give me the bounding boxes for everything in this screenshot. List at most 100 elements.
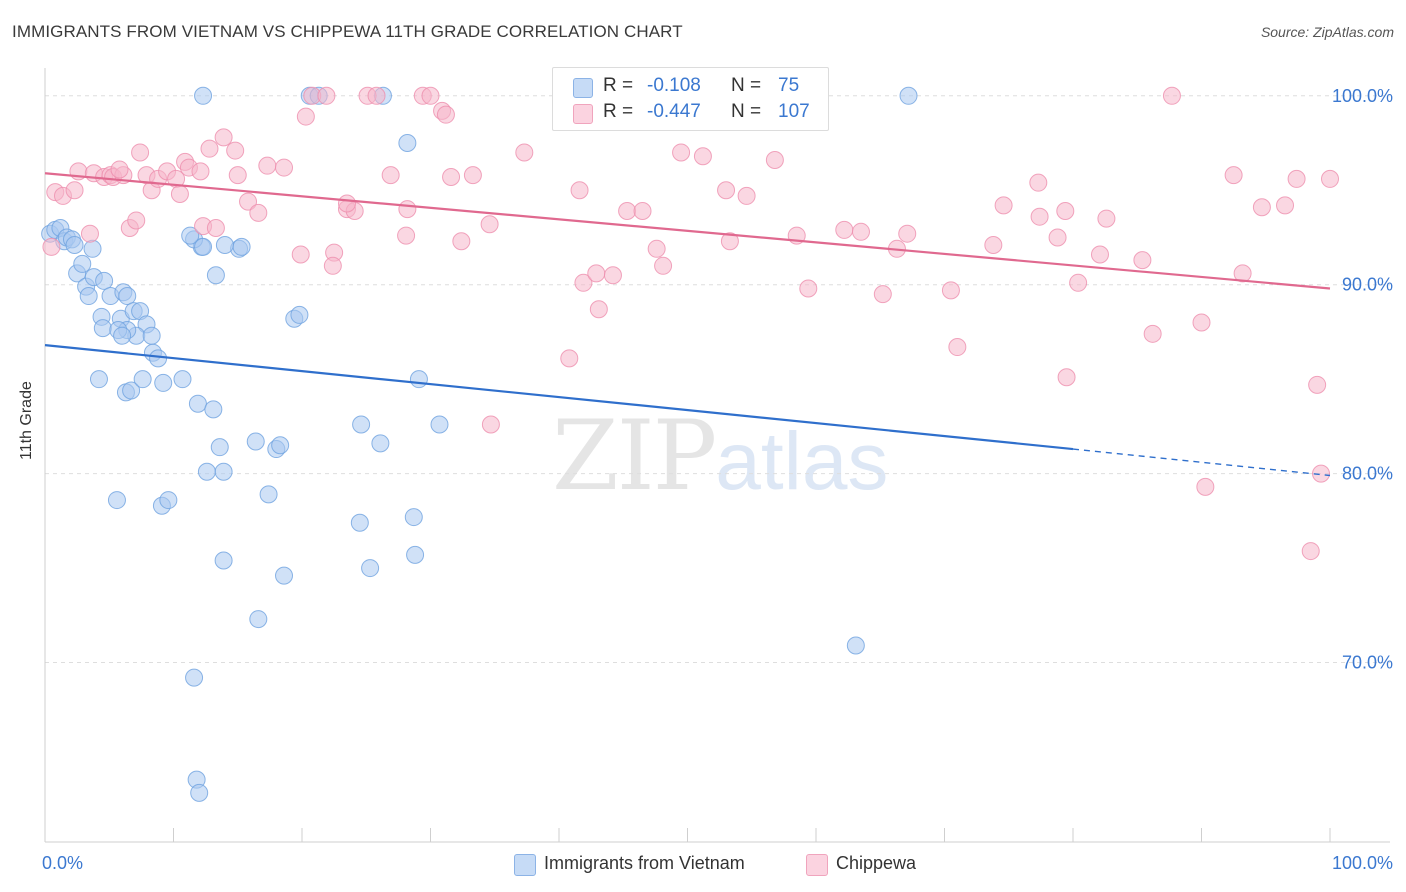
data-point-vietnam: [206, 266, 225, 285]
data-point-vietnam: [173, 370, 192, 389]
data-point-chippewa: [618, 202, 637, 221]
data-point-chippewa: [421, 86, 440, 105]
data-point-chippewa: [337, 194, 356, 213]
data-point-vietnam: [194, 86, 213, 105]
data-point-vietnam: [899, 86, 918, 105]
data-point-chippewa: [239, 192, 258, 211]
data-point-chippewa: [1029, 173, 1048, 192]
data-point-chippewa: [226, 141, 245, 160]
data-point-chippewa: [442, 168, 461, 187]
data-point-chippewa: [110, 160, 129, 179]
data-point-chippewa: [367, 86, 386, 105]
legend-n-label: N =: [731, 75, 762, 96]
data-point-chippewa: [898, 224, 917, 243]
data-point-chippewa: [131, 143, 150, 162]
data-point-chippewa: [1312, 464, 1331, 483]
legend-r-value: -0.447: [647, 101, 701, 122]
data-point-chippewa: [191, 162, 210, 181]
data-point-vietnam: [181, 226, 200, 245]
correlation-legend: R = -0.108 N = 75 R = -0.447 N = 107: [552, 67, 829, 131]
data-point-chippewa: [654, 256, 673, 275]
data-point-vietnam: [246, 432, 265, 451]
data-point-chippewa: [397, 226, 416, 245]
data-point-chippewa: [717, 181, 736, 200]
data-point-vietnam: [350, 513, 369, 532]
legend-n-label: N =: [731, 101, 762, 122]
legend-r-value: -0.108: [647, 75, 701, 96]
data-point-vietnam: [204, 400, 223, 419]
data-point-vietnam: [249, 610, 268, 629]
data-point-chippewa: [851, 222, 870, 241]
data-point-chippewa: [799, 279, 818, 298]
legend-swatch-vietnam: [573, 78, 593, 98]
data-point-chippewa: [275, 158, 294, 177]
data-point-vietnam: [197, 462, 216, 481]
legend-n-value: 75: [778, 75, 800, 96]
data-point-chippewa: [481, 415, 500, 434]
data-point-chippewa: [1196, 477, 1215, 496]
y-tick-label: 70.0%: [1342, 653, 1393, 673]
data-point-chippewa: [560, 349, 579, 368]
data-point-chippewa: [214, 128, 233, 147]
source-label: Source: ZipAtlas.com: [1260, 24, 1394, 40]
data-point-chippewa: [480, 215, 499, 234]
data-point-chippewa: [398, 200, 417, 219]
bottom-legend-swatch-chippewa: [806, 854, 828, 876]
data-point-vietnam: [133, 370, 152, 389]
data-point-vietnam: [371, 434, 390, 453]
trend-line-extension-vietnam: [1072, 448, 1331, 477]
data-point-chippewa: [574, 273, 593, 292]
data-point-vietnam: [159, 491, 178, 510]
data-point-vietnam: [107, 491, 126, 510]
chart-title: IMMIGRANTS FROM VIETNAM VS CHIPPEWA 11TH…: [12, 22, 683, 41]
data-point-chippewa: [948, 338, 967, 357]
data-point-chippewa: [1057, 368, 1076, 387]
data-point-vietnam: [83, 239, 102, 258]
data-point-chippewa: [1321, 169, 1339, 188]
data-point-vietnam: [188, 394, 207, 413]
data-point-chippewa: [835, 220, 854, 239]
data-point-chippewa: [1097, 209, 1116, 228]
data-point-chippewa: [258, 156, 277, 175]
data-point-chippewa: [1048, 228, 1067, 247]
legend-swatch-chippewa: [573, 104, 593, 124]
data-point-vietnam: [194, 237, 213, 256]
data-point-vietnam: [73, 254, 92, 273]
data-point-chippewa: [291, 245, 310, 264]
data-point-chippewa: [515, 143, 534, 162]
data-point-chippewa: [1301, 542, 1320, 561]
data-point-chippewa: [1030, 207, 1049, 226]
data-point-vietnam: [215, 236, 234, 255]
data-point-chippewa: [42, 237, 61, 256]
data-point-chippewa: [80, 224, 99, 243]
data-point-vietnam: [398, 134, 417, 153]
data-point-vietnam: [406, 545, 425, 564]
data-point-vietnam: [190, 783, 209, 802]
x-tick-label-max: 100.0%: [1332, 853, 1393, 873]
data-point-chippewa: [170, 185, 189, 204]
data-point-chippewa: [1308, 375, 1327, 394]
data-point-vietnam: [409, 370, 428, 389]
data-point-chippewa: [317, 86, 336, 105]
data-point-chippewa: [1056, 202, 1075, 221]
data-point-vietnam: [113, 326, 132, 345]
data-point-vietnam: [232, 237, 251, 256]
data-point-vietnam: [93, 319, 112, 338]
data-point-chippewa: [647, 239, 666, 258]
data-point-chippewa: [984, 236, 1003, 255]
trend-line-chippewa: [44, 172, 1331, 290]
data-point-chippewa: [1162, 86, 1181, 105]
data-point-vietnam: [154, 373, 173, 392]
data-point-chippewa: [941, 281, 960, 300]
legend-r-label: R =: [603, 75, 634, 96]
data-point-chippewa: [1090, 245, 1109, 264]
data-point-chippewa: [672, 143, 691, 162]
data-point-chippewa: [323, 256, 342, 275]
x-tick-label-min: 0.0%: [42, 853, 83, 873]
data-point-vietnam: [210, 438, 229, 457]
data-point-chippewa: [65, 181, 84, 200]
data-point-chippewa: [1287, 169, 1306, 188]
data-point-chippewa: [206, 219, 225, 238]
data-point-vietnam: [95, 271, 114, 290]
